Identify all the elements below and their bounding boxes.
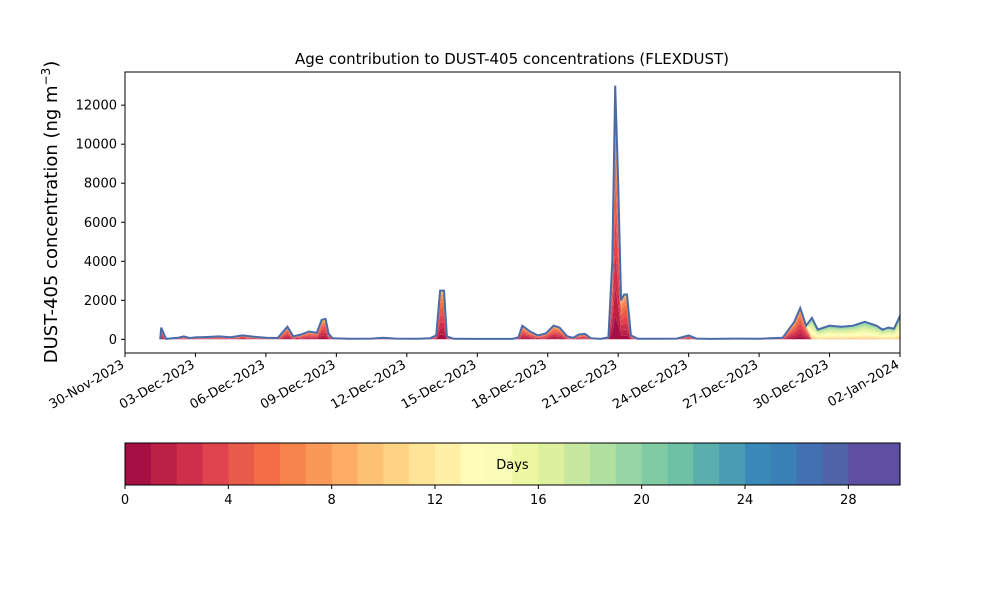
colorbar-segment [796,443,824,485]
age-band-14 [160,85,900,340]
y-axis-label: DUST-405 concentration (ng m−3) [39,61,62,364]
colorbar-segment [745,443,772,485]
y-tick-label: 0 [109,333,117,348]
colorbar-segment [305,443,333,485]
colorbar-frame [124,442,901,486]
x-axis: 30-Nov-202303-Dec-202306-Dec-202309-Dec-… [47,353,902,413]
colorbar-segment [435,443,462,485]
colorbar-tick-label: 16 [530,493,547,508]
plot-frame [124,71,901,354]
age-band-17 [160,85,900,340]
x-tick-label: 18-Dec-2023 [469,357,549,412]
colorbar-segment [383,443,410,485]
colorbar-segment [331,443,359,485]
colorbar-segment [590,443,617,485]
y-tick-label: 10000 [76,138,117,153]
colorbar-segment [150,443,178,485]
colorbar-tick-label: 12 [427,493,444,508]
colorbar-tick-label: 28 [840,493,857,508]
total-concentration-line [159,85,900,340]
age-band-15 [160,85,900,340]
age-band-21 [160,85,900,340]
age-band-6 [160,125,900,340]
colorbar-segment [176,443,204,485]
age-band-12 [160,86,900,340]
colorbar-segment [254,443,281,485]
x-tick-label: 30-Nov-2023 [47,357,127,412]
x-tick-label: 24-Dec-2023 [610,357,690,412]
age-band-20 [160,85,900,340]
colorbar-segment [641,443,669,485]
y-tick-label: 2000 [84,294,117,309]
age-contribution-areas [160,85,900,340]
age-band-28 [160,85,900,340]
age-band-29 [160,85,900,340]
age-band-23 [160,85,900,340]
colorbar-segment [770,443,798,485]
colorbar-segment [512,443,539,485]
age-band-2 [160,250,900,340]
colorbar-segment [667,443,694,485]
colorbar-segment [460,443,488,485]
x-tick-label: 09-Dec-2023 [258,357,338,412]
x-tick-label: 30-Dec-2023 [751,357,831,412]
y-tick-label: 6000 [84,216,117,231]
y-tick-label: 4000 [84,255,117,270]
colorbar-segment [693,443,720,485]
colorbar-segment [486,443,514,485]
age-band-9 [160,91,900,340]
age-band-3 [160,213,900,340]
colorbar-segment [125,443,152,485]
chart-title: Age contribution to DUST-405 concentrati… [295,50,729,68]
age-band-5 [160,148,900,340]
colorbar-segment [848,443,875,485]
age-band-26 [160,85,900,340]
colorbar-segment [874,443,901,485]
x-tick-label: 02-Jan-2024 [825,357,902,410]
colorbar-segment [228,443,255,485]
age-band-11 [160,86,900,340]
colorbar-tick-label: 0 [121,493,129,508]
x-tick-label: 21-Dec-2023 [540,357,620,412]
colorbar-label: Days [496,458,529,473]
colorbar-segment [822,443,849,485]
x-tick-label: 03-Dec-2023 [117,357,197,412]
y-axis: 0 2000 4000 6000 8000 10000 12000 [76,99,125,348]
x-tick-label: 12-Dec-2023 [328,357,408,412]
colorbar-tick-label: 4 [224,493,232,508]
age-band-13 [160,85,900,340]
colorbar-segment [202,443,229,485]
colorbar-segment [719,443,746,485]
colorbar-tick-label: 20 [633,493,650,508]
age-colorbar: Days 0 4 8 12 16 20 24 28 [121,442,901,508]
y-tick-label: 12000 [76,99,117,114]
age-band-22 [160,85,900,340]
age-band-27 [160,85,900,340]
colorbar-segment [615,443,643,485]
colorbar-segment [564,443,591,485]
colorbar-segment [409,443,436,485]
colorbar-tick-label: 24 [737,493,754,508]
age-band-18 [160,85,900,340]
colorbar-segment [538,443,565,485]
y-tick-label: 8000 [84,177,117,192]
x-tick-label: 27-Dec-2023 [681,357,761,412]
age-band-24 [160,85,900,340]
x-tick-label: 15-Dec-2023 [399,357,479,412]
age-band-19 [160,85,900,340]
age-band-7 [160,108,900,340]
age-band-25 [160,85,900,340]
colorbar-tick-label: 8 [328,493,336,508]
age-band-4 [160,178,900,340]
age-band-8 [160,97,900,340]
age-band-16 [160,85,900,340]
colorbar-segment [280,443,307,485]
colorbar-segment [357,443,384,485]
age-band-10 [160,88,900,340]
x-tick-label: 06-Dec-2023 [188,357,268,412]
